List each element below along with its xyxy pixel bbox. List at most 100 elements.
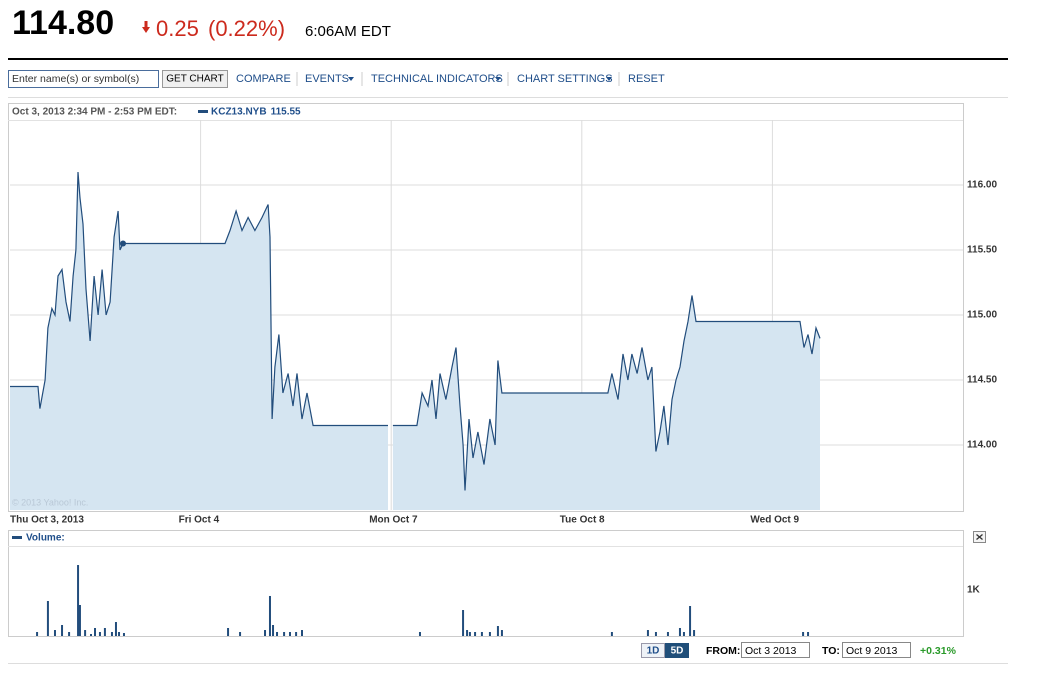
x-tick-label: Tue Oct 8 bbox=[560, 515, 605, 526]
volume-bar bbox=[689, 606, 692, 636]
y-tick-label: 115.50 bbox=[967, 245, 997, 256]
price: 114.80 bbox=[12, 4, 114, 42]
to-label: TO: bbox=[822, 645, 840, 657]
volume-bar bbox=[114, 622, 117, 636]
volume-bar bbox=[276, 631, 279, 636]
from-value: Oct 3 2013 bbox=[745, 645, 797, 657]
time: 6:06AM EDT bbox=[305, 23, 391, 40]
from-input[interactable] bbox=[741, 642, 810, 658]
volume-bar bbox=[682, 631, 685, 636]
y-tick-label: 1K bbox=[967, 585, 981, 596]
volume-bar bbox=[283, 631, 286, 636]
down-arrow bbox=[142, 21, 150, 33]
volume-bar bbox=[268, 595, 271, 636]
volume-bar bbox=[295, 631, 298, 636]
to-value: Oct 9 2013 bbox=[846, 645, 898, 657]
volume-bar bbox=[288, 631, 291, 636]
x-tick-label: Mon Oct 7 bbox=[369, 515, 418, 526]
chart-settings[interactable]: CHART SETTINGS bbox=[517, 73, 613, 85]
volume-bar bbox=[77, 565, 80, 636]
volume-swatch bbox=[12, 536, 22, 539]
price-line bbox=[392, 295, 821, 491]
x-tick-label: Thu Oct 3, 2013 bbox=[10, 515, 84, 526]
volume-bar bbox=[68, 631, 71, 636]
footer-change: +0.31% bbox=[920, 645, 957, 657]
technical-indicators[interactable]: TECHNICAL INDICATORS bbox=[371, 73, 503, 85]
area-fill bbox=[392, 295, 820, 510]
volume-bar bbox=[418, 631, 421, 636]
to-input[interactable] bbox=[842, 642, 911, 658]
volume-bar bbox=[84, 630, 87, 636]
close-icon bbox=[976, 534, 983, 540]
events[interactable]: EVENTS bbox=[305, 73, 349, 85]
y-tick-label: 116.00 bbox=[967, 180, 997, 191]
volume-bar bbox=[98, 631, 101, 636]
volume-bar bbox=[480, 631, 483, 636]
volume-bar bbox=[466, 630, 469, 636]
area-fill bbox=[10, 172, 388, 510]
compare[interactable]: COMPARE bbox=[236, 73, 291, 85]
x-tick-label: Wed Oct 9 bbox=[750, 515, 799, 526]
change-pct: (0.22%) bbox=[208, 16, 285, 41]
volume-bar bbox=[272, 625, 275, 636]
search-placeholder: Enter name(s) or symbol(s) bbox=[12, 73, 139, 85]
range-5d[interactable] bbox=[665, 643, 689, 658]
search-box[interactable] bbox=[8, 70, 159, 88]
legend-swatch bbox=[198, 110, 208, 113]
volume-bar bbox=[118, 631, 121, 636]
volume-bar bbox=[53, 630, 56, 636]
volume-bar bbox=[666, 631, 669, 636]
watermark: © 2013 Yahoo! Inc. bbox=[12, 497, 88, 507]
volume-bar bbox=[103, 627, 106, 636]
volume-bar bbox=[36, 631, 39, 636]
volume-bar bbox=[474, 631, 477, 636]
volume-bar bbox=[610, 631, 613, 636]
legend-name: KCZ13.NYB bbox=[211, 107, 267, 118]
volume-bar bbox=[802, 631, 805, 636]
volume-bar bbox=[300, 630, 303, 636]
hover-point bbox=[120, 240, 127, 247]
header-rule bbox=[8, 58, 1008, 60]
legend-value: 115.55 bbox=[271, 107, 301, 118]
volume-bar bbox=[462, 610, 465, 636]
volume-bar bbox=[468, 631, 471, 636]
volume-bar bbox=[46, 600, 49, 636]
range-1d-label: 1D bbox=[647, 646, 660, 657]
change: 0.25 bbox=[156, 16, 199, 41]
x-tick-label: Fri Oct 4 bbox=[179, 515, 220, 526]
legend-time: Oct 3, 2013 2:34 PM - 2:53 PM EDT: bbox=[12, 107, 177, 118]
volume-bar bbox=[78, 604, 81, 636]
y-tick-label: 115.00 bbox=[967, 310, 997, 321]
volume-bar bbox=[90, 634, 93, 636]
volume-bar bbox=[500, 630, 503, 636]
volume-bar bbox=[654, 631, 657, 636]
from-label: FROM: bbox=[706, 645, 740, 657]
volume-bar bbox=[264, 630, 267, 636]
volume-bar bbox=[227, 627, 230, 636]
reset[interactable]: RESET bbox=[628, 73, 665, 85]
range-1d[interactable] bbox=[641, 643, 665, 658]
y-tick-label: 114.50 bbox=[967, 375, 997, 386]
dropdown-arrow bbox=[606, 77, 612, 81]
volume-bar bbox=[61, 625, 64, 636]
price-line bbox=[10, 171, 388, 427]
get-chart-label: GET CHART bbox=[166, 74, 223, 85]
volume-panel bbox=[8, 530, 964, 637]
volume-bar bbox=[110, 631, 113, 636]
range-5d-label: 5D bbox=[671, 646, 684, 657]
dropdown-arrow bbox=[348, 77, 354, 81]
volume-bar bbox=[807, 631, 810, 636]
y-tick-label: 114.00 bbox=[967, 440, 997, 451]
volume-bar bbox=[94, 627, 97, 636]
volume-bar bbox=[239, 631, 242, 636]
volume-bar bbox=[693, 630, 696, 636]
volume-bar bbox=[496, 626, 499, 636]
get-chart-button[interactable] bbox=[162, 70, 228, 88]
volume-title: Volume: bbox=[26, 533, 65, 544]
volume-bar bbox=[488, 631, 491, 636]
volume-bar bbox=[678, 627, 681, 636]
volume-bar bbox=[122, 633, 125, 636]
volume-bar bbox=[646, 630, 649, 636]
